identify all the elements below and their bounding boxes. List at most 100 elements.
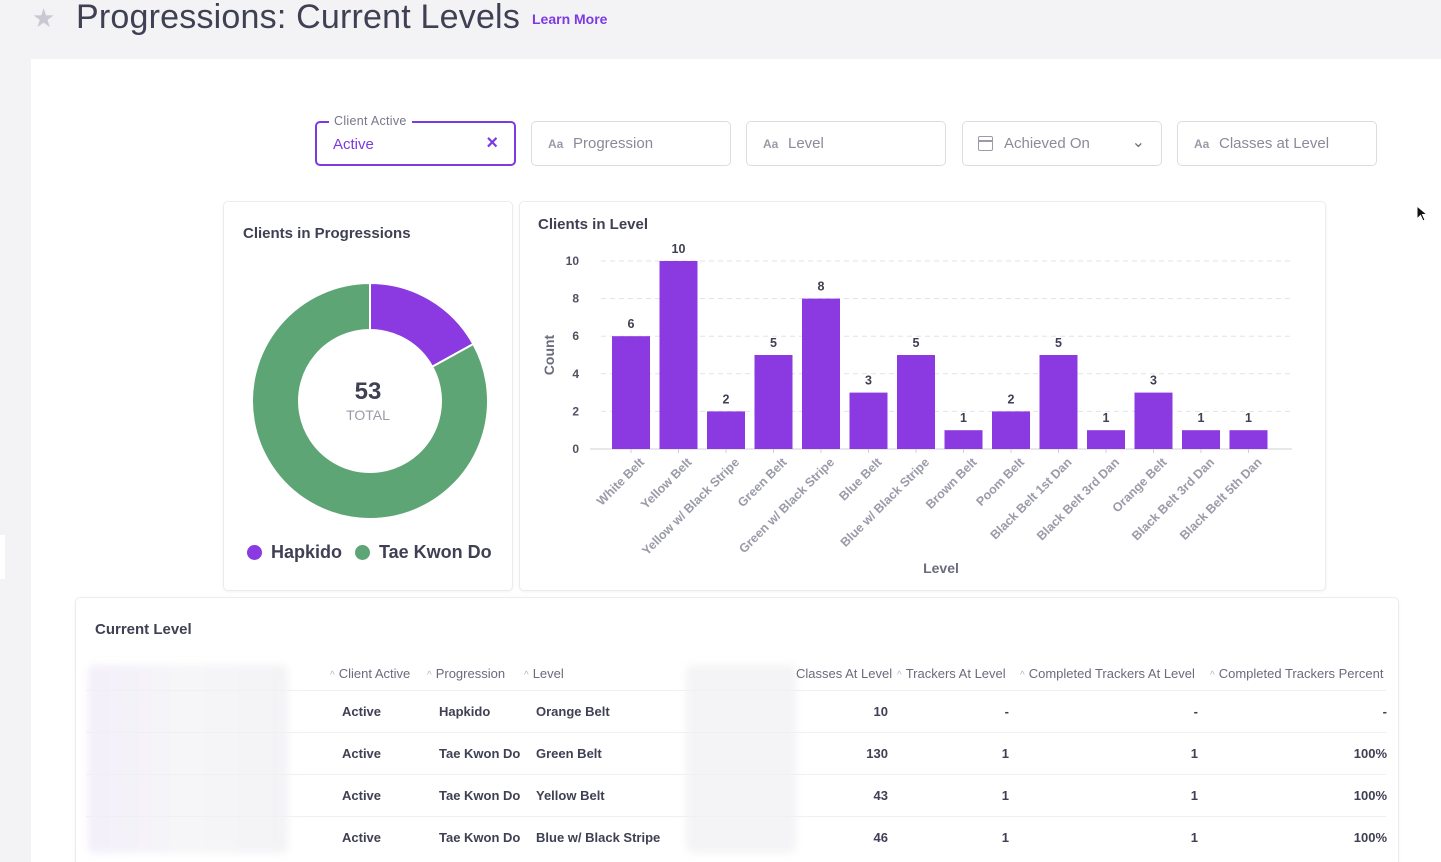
table-cell: 100% <box>1353 746 1387 761</box>
column-header-classes-at-level[interactable]: Classes At Level <box>796 666 893 681</box>
donut-total-value: 53 <box>354 378 382 405</box>
table-cell: 43 <box>873 788 888 803</box>
sidebar-edge[interactable] <box>0 535 5 579</box>
x-tick-label: Blue w/ Black Stripe <box>838 455 932 549</box>
column-header-completed-trackers-at-level[interactable]: ^ Completed Trackers At Level <box>1020 666 1195 681</box>
donut-chart <box>251 281 489 520</box>
sort-icon: ^ <box>1210 670 1215 681</box>
legend-label-hapkido: Hapkido <box>271 542 343 562</box>
table-cell: 1 <box>1190 830 1198 845</box>
clients-in-progressions-card: Clients in Progressions 53 TOTAL Hapkido… <box>223 201 513 591</box>
column-header-completed-trackers-percent[interactable]: ^ Completed Trackers Percent <box>1210 666 1384 681</box>
bar-value-label: 5 <box>1055 336 1062 350</box>
client-active-filter-label: Client Active <box>329 114 412 128</box>
bar-value-label: 5 <box>913 336 920 350</box>
achieved-on-filter[interactable]: Achieved On ⌄ <box>962 121 1162 166</box>
table-cell: 130 <box>866 746 888 761</box>
table-cell: 1 <box>1190 788 1198 803</box>
star-icon[interactable]: ★ <box>32 3 56 33</box>
bar[interactable] <box>944 430 983 449</box>
bar[interactable] <box>612 336 650 449</box>
table-cell: 1 <box>1001 788 1009 803</box>
bar-value-label: 3 <box>1150 374 1157 388</box>
bar[interactable] <box>849 392 888 449</box>
bar[interactable] <box>1182 430 1220 449</box>
bar-value-label: 5 <box>770 336 777 350</box>
mouse-cursor-icon <box>1416 205 1428 222</box>
table-cell: 1 <box>1001 830 1009 845</box>
text-type-icon: Aa <box>1194 137 1210 151</box>
bar[interactable] <box>1087 430 1125 449</box>
table-cell: 1 <box>1001 746 1009 761</box>
row-divider <box>86 732 1386 733</box>
y-tick-label: 2 <box>572 404 579 418</box>
bar-value-label: 1 <box>960 411 967 425</box>
table-cell: Orange Belt <box>536 704 610 719</box>
table-cell: Tae Kwon Do <box>439 830 521 845</box>
legend-item-hapkido[interactable]: Hapkido <box>247 542 342 563</box>
table-cell: Tae Kwon Do <box>439 746 521 761</box>
chevron-down-icon[interactable]: ⌄ <box>1131 134 1145 151</box>
column-header-progression[interactable]: ^ Progression <box>427 666 506 681</box>
donut-slice-tae-kwon-do[interactable] <box>251 281 489 520</box>
x-tick-label: Black Belt 1st Dan <box>988 455 1075 542</box>
x-tick-label: Black Belt 5th Dan <box>1177 455 1265 543</box>
table-cell: Active <box>342 830 382 845</box>
table-cell: 100% <box>1353 788 1387 803</box>
y-tick-label: 4 <box>572 367 579 381</box>
clear-filter-icon[interactable]: × <box>486 132 498 154</box>
table-cell: Blue w/ Black Stripe <box>536 830 661 845</box>
bar-value-label: 1 <box>1198 411 1205 425</box>
bar-value-label: 1 <box>1245 411 1252 425</box>
calendar-icon <box>978 136 993 151</box>
bar[interactable] <box>707 411 745 449</box>
page-header: ★ Progressions: Current Levels Learn Mor… <box>0 0 1441 60</box>
table-cell: Yellow Belt <box>536 788 605 803</box>
clients-in-level-card: Clients in Level 0 2 4 6 8 10 6 White Belt 10 Yel… <box>519 201 1326 591</box>
level-filter[interactable]: Aa Level <box>746 121 946 166</box>
y-tick-label: 8 <box>572 292 579 306</box>
table-cell: Active <box>342 746 382 761</box>
achieved-on-filter-placeholder: Achieved On <box>1004 135 1090 152</box>
bar[interactable] <box>802 298 840 449</box>
bar[interactable] <box>659 261 698 449</box>
table-cell: 46 <box>873 830 888 845</box>
x-tick-label: Blue Belt <box>836 455 885 504</box>
learn-more-link[interactable]: Learn More <box>532 11 608 27</box>
bar-value-label: 2 <box>723 392 730 406</box>
x-tick-label: Green w/ Black Stripe <box>736 455 837 556</box>
bar[interactable] <box>897 355 935 449</box>
sort-icon: ^ <box>524 670 529 681</box>
progression-filter[interactable]: Aa Progression <box>531 121 731 166</box>
text-type-icon: Aa <box>763 137 779 151</box>
legend-dot-hapkido <box>247 545 262 560</box>
table-cell: 1 <box>1190 746 1198 761</box>
y-axis-title: Count <box>541 334 557 375</box>
table-cell: Active <box>342 704 382 719</box>
x-tick-label: Black Belt 3rd Dan <box>1034 455 1122 543</box>
sort-icon: ^ <box>330 670 335 681</box>
sort-icon: ^ <box>897 670 902 681</box>
bar[interactable] <box>992 411 1030 449</box>
bar[interactable] <box>1134 392 1173 449</box>
donut-title: Clients in Progressions <box>243 225 411 242</box>
bar[interactable] <box>1229 430 1268 449</box>
column-header-level[interactable]: ^ Level <box>524 666 564 681</box>
column-header-client-active[interactable]: ^ Client Active <box>330 666 411 681</box>
bar-value-label: 3 <box>865 374 872 388</box>
bar-chart-title: Clients in Level <box>538 216 649 233</box>
y-tick-label: 10 <box>566 254 580 268</box>
table-cell: Hapkido <box>439 704 491 719</box>
y-tick-label: 0 <box>572 442 579 456</box>
level-filter-placeholder: Level <box>788 135 824 152</box>
client-active-filter[interactable]: Client Active Active × <box>315 114 516 166</box>
bar[interactable] <box>754 355 793 449</box>
row-divider <box>86 690 1386 691</box>
column-header-trackers-at-level[interactable]: ^ Trackers At Level <box>897 666 1006 681</box>
x-tick-label: Black Belt 3rd Dan <box>1129 455 1217 543</box>
legend-label-tae-kwon-do: Tae Kwon Do <box>379 542 492 562</box>
classes-at-level-filter[interactable]: Aa Classes at Level <box>1177 121 1377 166</box>
legend-item-tae-kwon-do[interactable]: Tae Kwon Do <box>355 542 492 563</box>
page-title: Progressions: Current Levels <box>76 0 521 36</box>
bar[interactable] <box>1039 355 1078 449</box>
